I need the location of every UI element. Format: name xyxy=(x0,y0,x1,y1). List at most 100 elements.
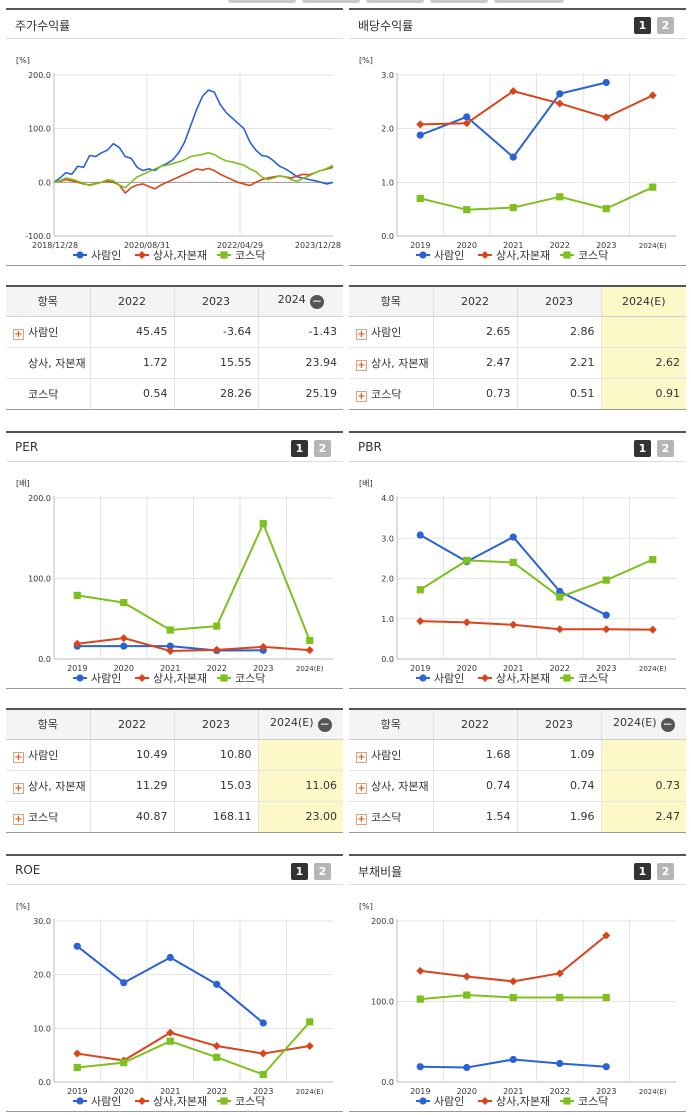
series-line xyxy=(53,152,334,189)
legend-marker xyxy=(563,251,571,259)
table-row: + 코스닥 1.54 1.96 2.47 xyxy=(349,800,686,832)
y-tick-label: 200.0 xyxy=(28,71,51,80)
legend-label: 코스닥 xyxy=(235,1095,265,1108)
expand-plus-icon[interactable]: + xyxy=(356,813,367,825)
data-point xyxy=(416,120,425,129)
data-point xyxy=(120,979,128,987)
collapse-minus-icon[interactable]: − xyxy=(317,717,332,733)
legend-label: 상사,자본재 xyxy=(153,249,207,262)
expand-plus-icon[interactable]: + xyxy=(13,751,24,763)
row-label: 상사, 자본재 xyxy=(6,346,90,378)
dividend-yield-chart: [%] 3.0 2.0 1.0 0.0 2019 2020 2021 2022 2023 2024(… xyxy=(359,56,676,262)
page-2-button[interactable]: 2 xyxy=(314,440,331,457)
data-point xyxy=(120,642,128,650)
col-header-2023: 2023 xyxy=(173,710,258,740)
x-tick-label: 2024(E) xyxy=(296,1088,324,1096)
data-point xyxy=(213,622,221,630)
series-line xyxy=(419,534,607,617)
series-line xyxy=(420,90,654,126)
x-tick-label: 2022 xyxy=(207,1087,227,1096)
series-line xyxy=(77,522,311,641)
expand-plus-icon[interactable]: + xyxy=(13,782,24,794)
data-point xyxy=(213,1053,221,1061)
expand-plus-icon[interactable]: + xyxy=(13,328,24,340)
legend-marker xyxy=(138,1097,146,1105)
page-1-button[interactable]: 1 xyxy=(634,17,651,34)
x-tick-label: 2020 xyxy=(114,1087,134,1096)
y-tick-label: 1.0 xyxy=(381,178,394,187)
legend-label: 코스닥 xyxy=(235,672,265,685)
data-point xyxy=(602,625,611,634)
page-1-button[interactable]: 1 xyxy=(291,863,308,880)
stock-return-panel: 주가수익률 [%] 200.0 100.0 0.0 -100.0 2018/12/28 20… xyxy=(6,8,343,266)
row-label-text: 사람인 xyxy=(28,748,59,762)
data-point xyxy=(73,942,81,950)
x-tick-label: 2024(E) xyxy=(639,1088,667,1096)
page-2-button[interactable]: 2 xyxy=(657,440,674,457)
row-label: + 상사, 자본재 xyxy=(349,769,433,801)
page-2-button[interactable]: 2 xyxy=(657,863,674,880)
x-tick-label: 2021 xyxy=(503,664,523,673)
expand-plus-icon[interactable]: + xyxy=(356,782,367,794)
page-1-button[interactable]: 1 xyxy=(634,440,651,457)
y-tick-label: 100.0 xyxy=(371,998,394,1007)
cell-value: 45.45 xyxy=(89,316,174,347)
x-tick-label: 2018/12/28 xyxy=(32,241,78,250)
col-header-2024-label: 2024 xyxy=(277,293,306,307)
collapse-minus-icon[interactable]: − xyxy=(660,717,675,733)
data-point xyxy=(416,617,425,626)
page-1-button[interactable]: 1 xyxy=(291,440,308,457)
data-point xyxy=(259,1049,268,1058)
cell-value: 0.51 xyxy=(516,377,601,409)
col-header-2022: 2022 xyxy=(432,287,517,317)
x-tick-label: 2022 xyxy=(550,664,570,673)
cell-value: 1.68 xyxy=(432,739,517,770)
data-point xyxy=(305,1042,314,1051)
data-point xyxy=(212,1042,221,1051)
data-point xyxy=(648,625,657,634)
per-panel: PER 1 2 [배] 200.0 100.0 0.0 2019 2020 2021 2022… xyxy=(6,431,343,689)
data-point xyxy=(306,636,314,645)
col-header-2023: 2023 xyxy=(516,710,601,740)
expand-plus-icon[interactable]: + xyxy=(356,751,367,763)
data-point xyxy=(602,611,610,619)
x-tick-label: 2020 xyxy=(457,664,477,673)
data-point xyxy=(602,576,610,584)
collapse-minus-icon[interactable]: − xyxy=(309,294,324,310)
top-edge xyxy=(0,0,691,8)
data-point xyxy=(509,620,518,629)
data-point xyxy=(556,993,564,1002)
col-header-2024e-label: 2024(E) xyxy=(612,716,657,730)
data-point xyxy=(416,531,424,539)
legend-label: 코스닥 xyxy=(578,1095,608,1108)
panel-header: 배당수익률 1 2 xyxy=(349,10,686,39)
roe-chart: [%]30.0 20.0 10.0 0.0 2019 2020 2021 2022 2023 20… xyxy=(16,902,333,1108)
expand-plus-icon[interactable]: + xyxy=(356,359,367,371)
page-2-button[interactable]: 2 xyxy=(314,863,331,880)
panel-header: PBR 1 2 xyxy=(349,433,686,462)
table-row: 코스닥 0.54 28.26 25.19 xyxy=(6,377,343,409)
cell-value: 0.74 xyxy=(516,769,601,801)
cell-value: 0.54 xyxy=(89,377,174,409)
expand-plus-icon[interactable]: + xyxy=(13,813,24,825)
row-label-text: 상사, 자본재 xyxy=(371,356,429,370)
page-1-button[interactable]: 1 xyxy=(634,863,651,880)
expand-plus-icon[interactable]: + xyxy=(356,328,367,340)
row-label-text: 사람인 xyxy=(371,325,402,339)
x-tick-label: 2022 xyxy=(207,664,227,673)
x-tick-label: 2022 xyxy=(550,1087,570,1096)
data-point xyxy=(602,931,611,940)
data-point xyxy=(119,634,128,643)
expand-plus-icon[interactable]: + xyxy=(356,390,367,402)
x-tick-label: 2023/12/28 xyxy=(295,241,341,250)
table-row: + 상사, 자본재 0.74 0.74 0.73 xyxy=(349,769,686,801)
legend-label: 상사,자본재 xyxy=(496,249,550,262)
panel-header: ROE 1 2 xyxy=(6,856,343,885)
row-label: + 사람인 xyxy=(349,316,433,347)
data-point xyxy=(416,586,424,594)
table-row: + 코스닥 0.73 0.51 0.91 xyxy=(349,377,686,409)
data-point xyxy=(509,993,517,1002)
page-2-button[interactable]: 2 xyxy=(657,17,674,34)
data-point xyxy=(120,1059,128,1067)
